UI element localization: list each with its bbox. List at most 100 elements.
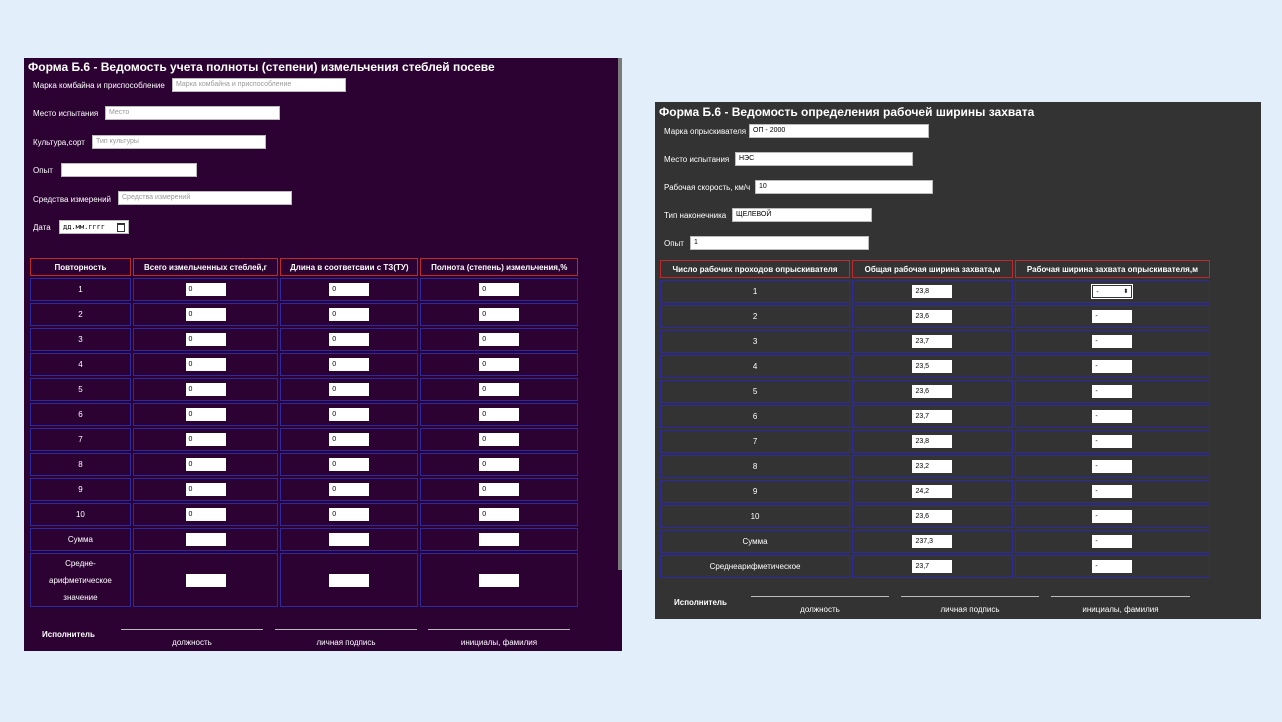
col-header-completeness: Полнота (степень) измельчения,% (420, 258, 578, 276)
table-row: 1 23,8- ⬍ (660, 280, 1210, 303)
cell-input[interactable]: 0 (329, 408, 370, 421)
cell-input[interactable]: - (1092, 310, 1133, 323)
cell-input[interactable]: 0 (329, 508, 370, 521)
table-row: Сумма 237,3 - (660, 530, 1210, 553)
combine-brand-input[interactable]: Марка комбайна и приспособление (172, 78, 346, 92)
cell-input[interactable] (479, 573, 520, 587)
cell-input[interactable]: 0 (185, 308, 226, 321)
test-place-input[interactable]: Место (105, 106, 280, 120)
form-a-title: Форма Б.6 - Ведомость учета полноты (сте… (28, 60, 495, 74)
cell-input[interactable]: 23,2 (912, 460, 953, 473)
cell-input[interactable]: 0 (329, 333, 370, 346)
cell-input[interactable]: 0 (479, 383, 520, 396)
cell-input[interactable]: 0 (329, 483, 370, 496)
table-row: 3 0 0 0 (30, 328, 578, 351)
cell-input[interactable] (185, 573, 226, 587)
cell-input[interactable]: 23,5 (912, 360, 953, 373)
table-cell (420, 528, 578, 551)
cell-input[interactable]: 0 (185, 358, 226, 371)
cell-input[interactable]: - (1092, 385, 1133, 398)
cell-input[interactable]: 0 (329, 458, 370, 471)
cell-input[interactable]: - (1092, 435, 1133, 448)
sprayer-brand-input[interactable]: ОП - 2000 (749, 124, 929, 138)
form-b-panel: Форма Б.6 - Ведомость определения рабоче… (655, 102, 1261, 619)
number-stepper[interactable]: - ⬍ (1091, 284, 1134, 299)
cell-input[interactable]: 0 (479, 408, 520, 421)
nozzle-type-input[interactable]: ЩЕЛЕВОЙ (732, 208, 872, 222)
cell-input[interactable]: 0 (329, 383, 370, 396)
b-experiment-input[interactable]: 1 (690, 236, 869, 250)
table-cell: 0 (132, 303, 279, 326)
cell-input[interactable]: 23,8 (912, 435, 953, 448)
cell-input[interactable]: - (1092, 535, 1133, 548)
experiment-input[interactable] (61, 163, 197, 177)
cell-input[interactable] (329, 573, 370, 587)
cell-input[interactable] (329, 533, 370, 546)
cell-input[interactable]: 0 (329, 308, 370, 321)
cell-input[interactable]: 0 (479, 433, 520, 446)
cell-input[interactable]: 0 (185, 483, 226, 496)
cell-input[interactable]: 0 (329, 358, 370, 371)
speed-input[interactable]: 10 (755, 180, 933, 194)
date-input[interactable]: дд.мм.гггг (59, 220, 129, 234)
table-cell: 23,8 (852, 430, 1013, 453)
test-place-label: Место испытания (33, 109, 99, 118)
col-header-sprayer-width: Рабочая ширина захвата опрыскивателя,м (1014, 260, 1210, 278)
table-cell: 0 (420, 378, 578, 401)
form-b-name-label: инициалы, фамилия (1082, 605, 1159, 614)
cell-input[interactable]: 0 (479, 333, 520, 346)
b-test-place-input[interactable]: НЭС (735, 152, 913, 166)
cell-input[interactable]: 23,7 (912, 335, 953, 348)
table-cell: 0 (420, 403, 578, 426)
cell-input[interactable]: 0 (185, 333, 226, 346)
table-cell: 0 (420, 278, 578, 301)
cell-input[interactable]: 237,3 (912, 535, 953, 548)
cell-input[interactable]: 23,6 (912, 510, 953, 523)
cell-input[interactable]: - (1092, 485, 1133, 498)
cell-input[interactable]: 0 (185, 383, 226, 396)
cell-input[interactable]: 23,8 (912, 285, 953, 298)
cell-input[interactable]: - (1092, 335, 1133, 348)
form-a-scrollbar[interactable] (618, 58, 622, 570)
table-row: 5 0 0 0 (30, 378, 578, 401)
cell-input[interactable]: 0 (479, 358, 520, 371)
cell-input[interactable]: 24,2 (912, 485, 953, 498)
cell-input[interactable]: 23,7 (912, 560, 953, 573)
nozzle-type-label: Тип наконечника (664, 211, 727, 220)
calendar-icon[interactable] (117, 223, 125, 232)
cell-input[interactable]: - (1092, 560, 1133, 573)
cell-input[interactable]: - (1092, 410, 1133, 423)
table-cell: 0 (420, 428, 578, 451)
cell-input[interactable]: 0 (479, 458, 520, 471)
cell-input[interactable]: 0 (185, 433, 226, 446)
cell-input[interactable]: 0 (479, 283, 520, 296)
cell-input[interactable]: 0 (185, 283, 226, 296)
table-cell: 0 (420, 353, 578, 376)
cell-input[interactable]: 0 (329, 283, 370, 296)
crop-input[interactable]: Тип культуры (92, 135, 266, 149)
table-cell: 0 (132, 328, 279, 351)
table-row: 2 23,6 - (660, 305, 1210, 328)
cell-input[interactable]: 0 (479, 508, 520, 521)
table-cell: - (1014, 405, 1210, 428)
spinner-arrows-icon[interactable]: ⬍ (1123, 289, 1129, 295)
row-label: 10 (660, 505, 851, 528)
cell-input[interactable]: 23,7 (912, 410, 953, 423)
cell-input[interactable]: 0 (479, 483, 520, 496)
cell-input[interactable]: - (1092, 460, 1133, 473)
cell-input[interactable]: 0 (479, 308, 520, 321)
cell-input[interactable]: 0 (185, 408, 226, 421)
cell-input[interactable]: 0 (185, 458, 226, 471)
cell-input[interactable]: 0 (329, 433, 370, 446)
row-label: 9 (660, 480, 851, 503)
measurement-tools-input[interactable]: Средства измерений (118, 191, 292, 205)
table-cell: - (1014, 455, 1210, 478)
cell-input[interactable]: 23,6 (912, 310, 953, 323)
cell-input[interactable]: - (1092, 510, 1133, 523)
cell-input[interactable] (185, 533, 226, 546)
cell-input[interactable]: - (1092, 360, 1133, 373)
table-row: 7 23,8 - (660, 430, 1210, 453)
cell-input[interactable] (479, 533, 520, 546)
cell-input[interactable]: 0 (185, 508, 226, 521)
cell-input[interactable]: 23,6 (912, 385, 953, 398)
